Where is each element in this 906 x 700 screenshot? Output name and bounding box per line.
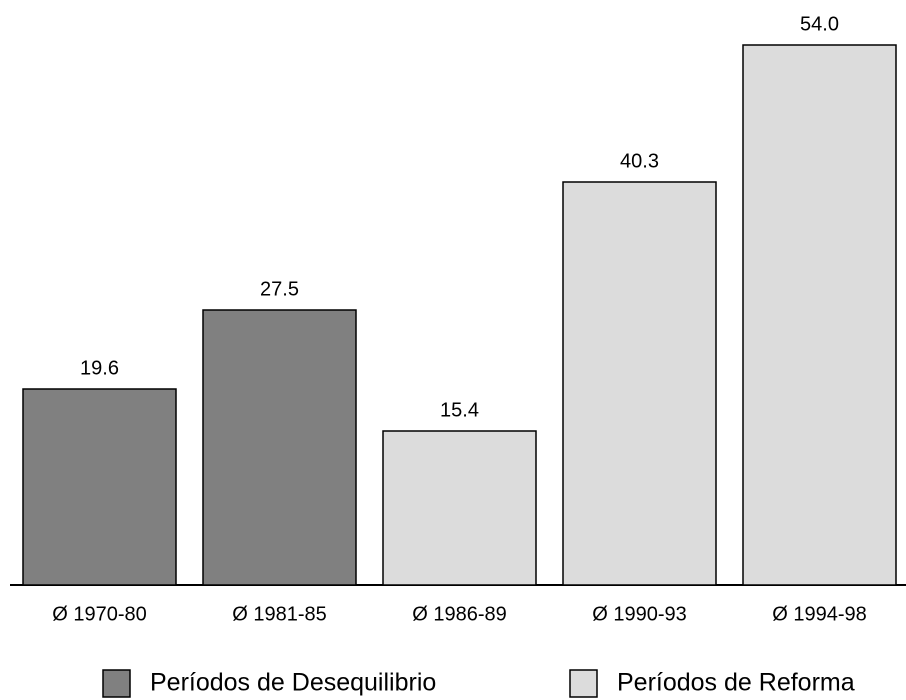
value-label: 54.0 (800, 13, 839, 35)
legend-swatch (102, 669, 131, 698)
bar (742, 44, 897, 586)
x-tick-label: Ø 1981-85 (232, 603, 327, 625)
x-tick-label: Ø 1994-98 (772, 603, 867, 625)
legend-swatch (569, 669, 598, 698)
value-label: 40.3 (620, 150, 659, 172)
value-label: 27.5 (260, 278, 299, 300)
legend-label: Períodos de Reforma (617, 669, 855, 697)
x-tick-label: Ø 1990-93 (592, 603, 687, 625)
bar (562, 181, 717, 586)
bar (22, 388, 177, 586)
value-label: 15.4 (440, 399, 479, 421)
bar (382, 430, 537, 586)
legend-label: Períodos de Desequilibrio (150, 669, 436, 697)
x-tick-label: Ø 1970-80 (52, 603, 147, 625)
x-tick-label: Ø 1986-89 (412, 603, 507, 625)
value-label: 19.6 (80, 357, 119, 379)
bar (202, 309, 357, 586)
